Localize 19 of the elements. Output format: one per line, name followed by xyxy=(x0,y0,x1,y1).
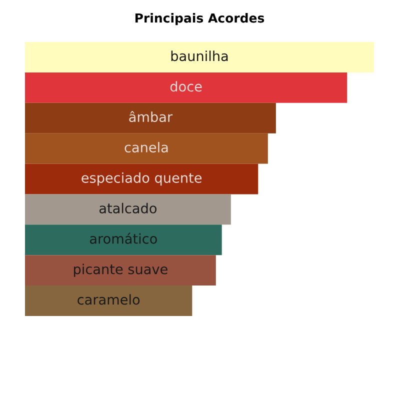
bar xyxy=(25,164,258,194)
bar xyxy=(25,224,222,256)
y-tick-label: doce xyxy=(170,81,202,92)
y-tick-label: especiado quente xyxy=(82,172,202,186)
bar xyxy=(25,133,268,164)
bar xyxy=(25,102,276,134)
y-tick-label: picante suave xyxy=(74,264,168,277)
y-tick-label: âmbar xyxy=(129,110,173,122)
bar xyxy=(25,42,374,72)
bar xyxy=(25,286,192,316)
y-tick-label: baunilha xyxy=(171,50,228,62)
y-tick-label: atalcado xyxy=(99,202,157,214)
bar xyxy=(25,194,231,225)
chart-title: Principais Acordes xyxy=(135,13,264,26)
y-tick-label: caramelo xyxy=(78,294,140,305)
y-tick-label: aromático xyxy=(90,232,157,244)
bar xyxy=(25,72,348,103)
y-tick-label: canela xyxy=(124,142,168,153)
bar xyxy=(25,255,216,286)
